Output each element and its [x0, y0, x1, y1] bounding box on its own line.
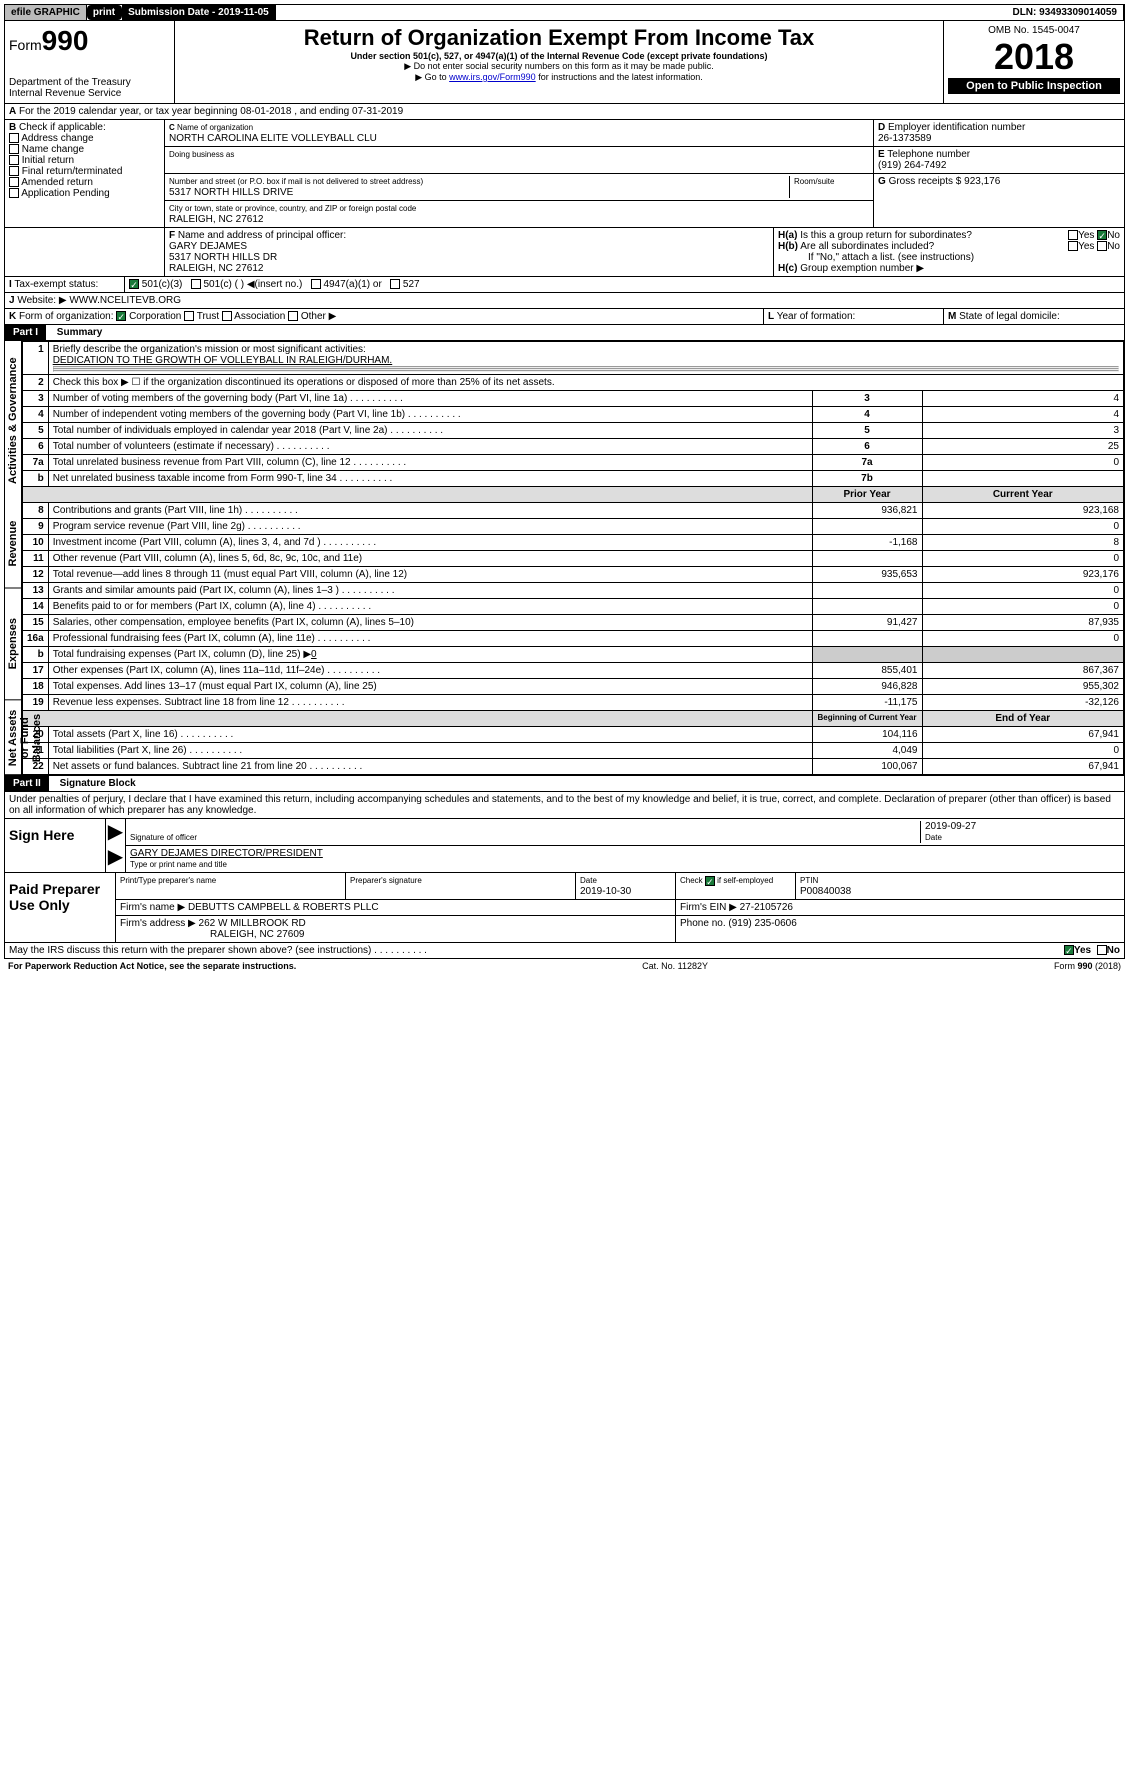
officer-name: GARY DEJAMES [169, 241, 247, 252]
irs-link[interactable]: www.irs.gov/Form990 [449, 72, 536, 82]
501c-checkbox[interactable] [191, 279, 201, 289]
ha-no-checkbox[interactable]: ✓ [1097, 230, 1107, 240]
org-address: 5317 NORTH HILLS DRIVE [169, 187, 293, 198]
discuss-yes-checkbox[interactable]: ✓ [1064, 945, 1074, 955]
initial-return-checkbox[interactable] [9, 155, 19, 165]
org-form-row: K Form of organization: ✓ Corporation Tr… [4, 309, 1125, 325]
application-pending-checkbox[interactable] [9, 188, 19, 198]
self-employed-checkbox[interactable]: ✓ [705, 876, 715, 886]
part-ii-header: Part II Signature Block [4, 776, 1125, 792]
assoc-checkbox[interactable] [222, 311, 232, 321]
revenue-label: Revenue [5, 500, 21, 589]
ein: 26-1373589 [878, 133, 931, 144]
form-title: Return of Organization Exempt From Incom… [179, 25, 939, 51]
subtitle-3: ▶ Go to www.irs.gov/Form990 for instruct… [179, 72, 939, 83]
final-return-checkbox[interactable] [9, 166, 19, 176]
paid-preparer-block: Paid Preparer Use Only Print/Type prepar… [4, 873, 1125, 943]
subtitle-1: Under section 501(c), 527, or 4947(a)(1)… [179, 51, 939, 61]
corp-checkbox[interactable]: ✓ [116, 311, 126, 321]
org-name: NORTH CAROLINA ELITE VOLLEYBALL CLU [169, 133, 377, 144]
org-city: RALEIGH, NC 27612 [169, 214, 264, 225]
subtitle-2: ▶ Do not enter social security numbers o… [179, 61, 939, 72]
form-header: Form990 Department of the Treasury Inter… [4, 21, 1125, 104]
submission-date: Submission Date - 2019-11-05 [122, 5, 276, 20]
efile-button[interactable]: efile GRAPHIC [5, 5, 87, 20]
firm-phone: (919) 235-0606 [728, 918, 796, 929]
preparer-date: 2019-10-30 [580, 886, 631, 897]
ptin: P00840038 [800, 886, 851, 897]
officer-signature-name: GARY DEJAMES DIRECTOR/PRESIDENT [130, 848, 323, 859]
firm-ein: 27-2105726 [740, 902, 793, 913]
print-button[interactable]: print [87, 5, 122, 20]
penalty-text: Under penalties of perjury, I declare th… [4, 792, 1125, 819]
tax-exempt-row: I Tax-exempt status: ✓ 501(c)(3) 501(c) … [4, 277, 1125, 293]
website-row: J Website: ▶ WWW.NCELITEVB.ORG [4, 293, 1125, 309]
top-bar: efile GRAPHIC print Submission Date - 20… [4, 4, 1125, 21]
ha-yes-checkbox[interactable] [1068, 230, 1078, 240]
trust-checkbox[interactable] [184, 311, 194, 321]
summary-table: 1Briefly describe the organization's mis… [22, 341, 1124, 775]
firm-name: DEBUTTS CAMPBELL & ROBERTS PLLC [188, 902, 379, 913]
website: WWW.NCELITEVB.ORG [69, 295, 181, 306]
501c3-checkbox[interactable]: ✓ [129, 279, 139, 289]
mission-text: DEDICATION TO THE GROWTH OF VOLLEYBALL I… [53, 355, 393, 366]
part-i-header: Part I Summary [4, 325, 1125, 341]
phone: (919) 264-7492 [878, 160, 946, 171]
firm-address: 262 W MILLBROOK RD [199, 918, 306, 929]
summary-section: Activities & Governance Revenue Expenses… [4, 341, 1125, 776]
officer-group-block: F Name and address of principal officer:… [4, 228, 1125, 277]
name-change-checkbox[interactable] [9, 144, 19, 154]
form-number: Form990 [9, 25, 170, 57]
discuss-row: May the IRS discuss this return with the… [4, 943, 1125, 959]
hb-yes-checkbox[interactable] [1068, 241, 1078, 251]
4947-checkbox[interactable] [311, 279, 321, 289]
gross-receipts: 923,176 [964, 176, 1000, 187]
sign-here-block: Sign Here ▶▶ Signature of officer 2019-0… [4, 819, 1125, 873]
governance-label: Activities & Governance [5, 341, 21, 500]
address-change-checkbox[interactable] [9, 133, 19, 143]
line-a: A For the 2019 calendar year, or tax yea… [4, 104, 1125, 120]
open-public-badge: Open to Public Inspection [948, 78, 1120, 94]
other-checkbox[interactable] [288, 311, 298, 321]
sign-date: 2019-09-27 [925, 821, 976, 832]
hb-no-checkbox[interactable] [1097, 241, 1107, 251]
page-footer: For Paperwork Reduction Act Notice, see … [4, 959, 1125, 973]
527-checkbox[interactable] [390, 279, 400, 289]
net-assets-label: Net Assets or Fund Balances [5, 701, 21, 775]
dept-label: Department of the Treasury Internal Reve… [9, 77, 170, 99]
identity-block: B Check if applicable: Address change Na… [4, 120, 1125, 228]
tax-year: 2018 [948, 36, 1120, 78]
amended-return-checkbox[interactable] [9, 177, 19, 187]
dln: DLN: 93493309014059 [1006, 5, 1124, 20]
expenses-label: Expenses [5, 588, 21, 700]
omb-number: OMB No. 1545-0047 [948, 25, 1120, 36]
discuss-no-checkbox[interactable] [1097, 945, 1107, 955]
